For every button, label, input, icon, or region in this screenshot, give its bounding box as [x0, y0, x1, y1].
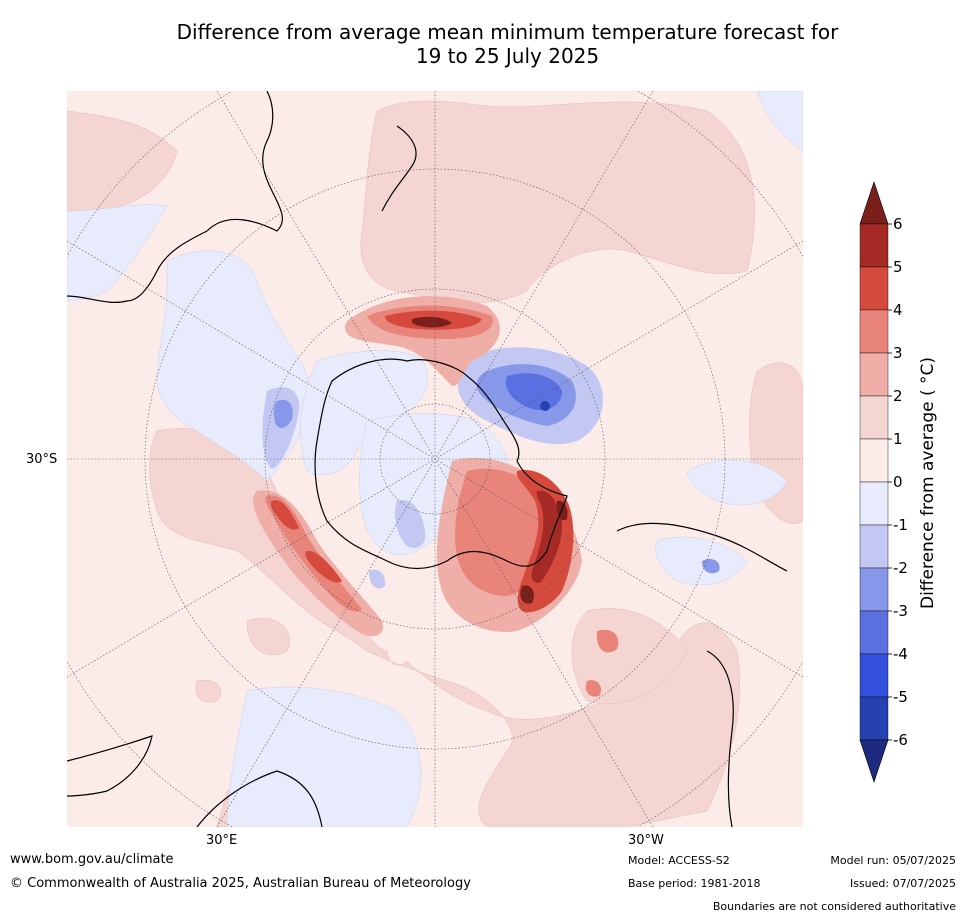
colorbar-band	[859, 481, 889, 526]
lon-label-30e: 30°E	[206, 833, 238, 848]
footer-model: Model: ACCESS-S2	[628, 854, 730, 867]
colorbar-extend-high	[859, 181, 889, 225]
title-line-1: Difference from average mean minimum tem…	[176, 20, 839, 44]
colorbar-title: Difference from average ( °C)	[918, 356, 938, 610]
colorbar: 6 5 4 3 2 1 0 -1 -2 -3 -4 -5 -6	[859, 181, 908, 783]
colorbar-band	[859, 352, 889, 397]
colorbar-band	[859, 438, 889, 483]
footer-issued: Issued: 07/07/2025	[849, 877, 956, 890]
colorbar-band	[859, 266, 889, 311]
colorbar-extend-low	[859, 739, 889, 783]
temperature-anomaly-map	[67, 91, 803, 827]
graticule	[67, 91, 803, 827]
colorbar-band	[859, 653, 889, 698]
colorbar-band	[859, 309, 889, 354]
colorbar-tick-label: -2	[893, 559, 908, 577]
colorbar-tick-label: 2	[893, 387, 903, 405]
lon-label-30w: 30°W	[628, 833, 664, 848]
footer-copyright: © Commonwealth of Australia 2025, Austra…	[10, 876, 471, 891]
footer-model-run: Model run: 05/07/2025	[830, 854, 956, 867]
colorbar-tick-label: 6	[893, 215, 903, 233]
lat-label-30s: 30°S	[26, 452, 58, 467]
anomaly-blue-cells	[262, 347, 720, 589]
colorbar-tick-label: -4	[893, 645, 908, 663]
colorbar-tick-label: -6	[893, 731, 908, 749]
colorbar-tick-label: 3	[893, 344, 903, 362]
colorbar-tick-label: -5	[893, 688, 908, 706]
footer-disclaimer: Boundaries are not considered authoritat…	[712, 900, 956, 913]
colorbar-band	[859, 223, 889, 268]
colorbar-band	[859, 610, 889, 655]
colorbar-tick-label: 0	[893, 473, 903, 491]
anomaly-red-cells	[253, 296, 619, 697]
colorbar-tick-label: 1	[893, 430, 903, 448]
map-title: Difference from average mean minimum tem…	[0, 20, 965, 68]
colorbar-tick-label: 5	[893, 258, 903, 276]
footer-base-period: Base period: 1981-2018	[628, 877, 761, 890]
coastlines	[67, 91, 788, 827]
footer-website[interactable]: www.bom.gov.au/climate	[10, 852, 174, 867]
colorbar-tick-label: 4	[893, 301, 903, 319]
colorbar-tick-label: -3	[893, 602, 908, 620]
colorbar-band	[859, 524, 889, 569]
colorbar-band	[859, 696, 889, 741]
anomaly-1-to-2	[67, 100, 803, 827]
title-line-2: 19 to 25 July 2025	[415, 44, 600, 68]
colorbar-band	[859, 567, 889, 612]
colorbar-band	[859, 395, 889, 440]
colorbar-tick-label: -1	[893, 516, 908, 534]
